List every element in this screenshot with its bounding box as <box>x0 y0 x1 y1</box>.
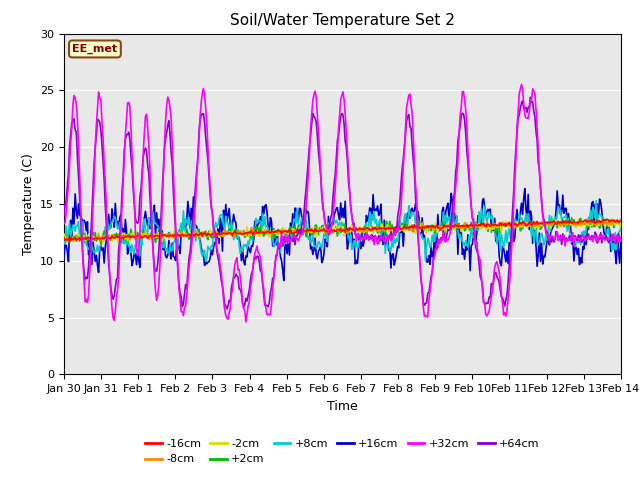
+32cm <box>60 220 68 226</box>
-16cm <box>518 221 525 227</box>
+32cm <box>617 234 625 240</box>
-8cm <box>62 239 70 244</box>
-8cm <box>617 216 625 222</box>
X-axis label: Time: Time <box>327 400 358 413</box>
+8cm <box>518 215 525 221</box>
+32cm <box>606 235 614 240</box>
-8cm <box>518 220 525 226</box>
+64cm <box>393 229 401 235</box>
+16cm <box>60 254 68 260</box>
+32cm <box>519 86 527 92</box>
-8cm <box>60 236 68 242</box>
+32cm <box>242 319 250 325</box>
+16cm <box>326 231 333 237</box>
-16cm <box>66 238 74 244</box>
-2cm <box>609 216 617 222</box>
Y-axis label: Temperature (C): Temperature (C) <box>22 153 35 255</box>
-16cm <box>60 235 68 240</box>
-2cm <box>362 229 370 235</box>
-2cm <box>326 228 333 233</box>
+64cm <box>326 221 333 227</box>
+32cm <box>329 220 337 226</box>
-2cm <box>605 224 612 229</box>
+16cm <box>393 250 401 256</box>
+2cm <box>362 232 370 238</box>
+8cm <box>60 239 68 245</box>
Line: -8cm: -8cm <box>64 219 621 241</box>
+16cm <box>329 222 337 228</box>
+16cm <box>521 186 529 192</box>
-2cm <box>393 223 401 228</box>
+64cm <box>223 306 231 312</box>
+64cm <box>362 236 370 242</box>
-16cm <box>329 228 337 233</box>
-8cm <box>326 230 333 236</box>
-16cm <box>393 226 401 232</box>
+8cm <box>329 217 337 223</box>
-8cm <box>605 221 612 227</box>
+2cm <box>606 222 614 228</box>
+16cm <box>362 213 370 218</box>
-16cm <box>362 225 370 230</box>
Line: +32cm: +32cm <box>64 84 621 322</box>
-2cm <box>60 231 68 237</box>
Line: +16cm: +16cm <box>64 189 621 280</box>
+32cm <box>362 231 370 237</box>
Legend: -16cm, -8cm, -2cm, +2cm, +8cm, +16cm, +32cm, +64cm: -16cm, -8cm, -2cm, +2cm, +8cm, +16cm, +3… <box>141 434 544 469</box>
+16cm <box>606 227 614 233</box>
+64cm <box>329 195 337 201</box>
Line: +2cm: +2cm <box>64 217 621 244</box>
+2cm <box>97 241 105 247</box>
+2cm <box>329 228 337 234</box>
+32cm <box>518 82 525 87</box>
+8cm <box>606 240 614 245</box>
+32cm <box>326 231 333 237</box>
+2cm <box>60 235 68 241</box>
+2cm <box>393 224 401 229</box>
-8cm <box>329 230 337 236</box>
Line: +8cm: +8cm <box>64 201 621 262</box>
-16cm <box>604 216 611 222</box>
Title: Soil/Water Temperature Set 2: Soil/Water Temperature Set 2 <box>230 13 455 28</box>
+8cm <box>393 236 401 241</box>
-16cm <box>326 229 333 235</box>
+8cm <box>362 220 370 226</box>
+16cm <box>518 200 525 206</box>
-2cm <box>329 222 337 228</box>
+2cm <box>568 215 575 220</box>
-8cm <box>393 226 401 231</box>
+64cm <box>617 236 625 242</box>
-2cm <box>518 223 525 229</box>
+64cm <box>606 239 614 244</box>
+64cm <box>527 95 534 100</box>
+2cm <box>518 225 525 230</box>
+8cm <box>202 259 209 264</box>
Line: +64cm: +64cm <box>64 97 621 309</box>
-2cm <box>99 240 107 245</box>
+2cm <box>617 225 625 230</box>
Line: -2cm: -2cm <box>64 219 621 242</box>
+64cm <box>60 213 68 218</box>
+64cm <box>518 100 525 106</box>
-16cm <box>617 217 625 223</box>
-2cm <box>617 224 625 230</box>
Line: -16cm: -16cm <box>64 219 621 241</box>
+8cm <box>617 226 625 231</box>
+8cm <box>326 232 333 238</box>
+2cm <box>326 230 333 236</box>
+16cm <box>617 240 625 245</box>
-16cm <box>606 219 614 225</box>
+32cm <box>393 226 401 232</box>
-8cm <box>362 228 370 233</box>
+16cm <box>280 277 287 283</box>
+8cm <box>593 198 600 204</box>
Text: EE_met: EE_met <box>72 44 118 54</box>
